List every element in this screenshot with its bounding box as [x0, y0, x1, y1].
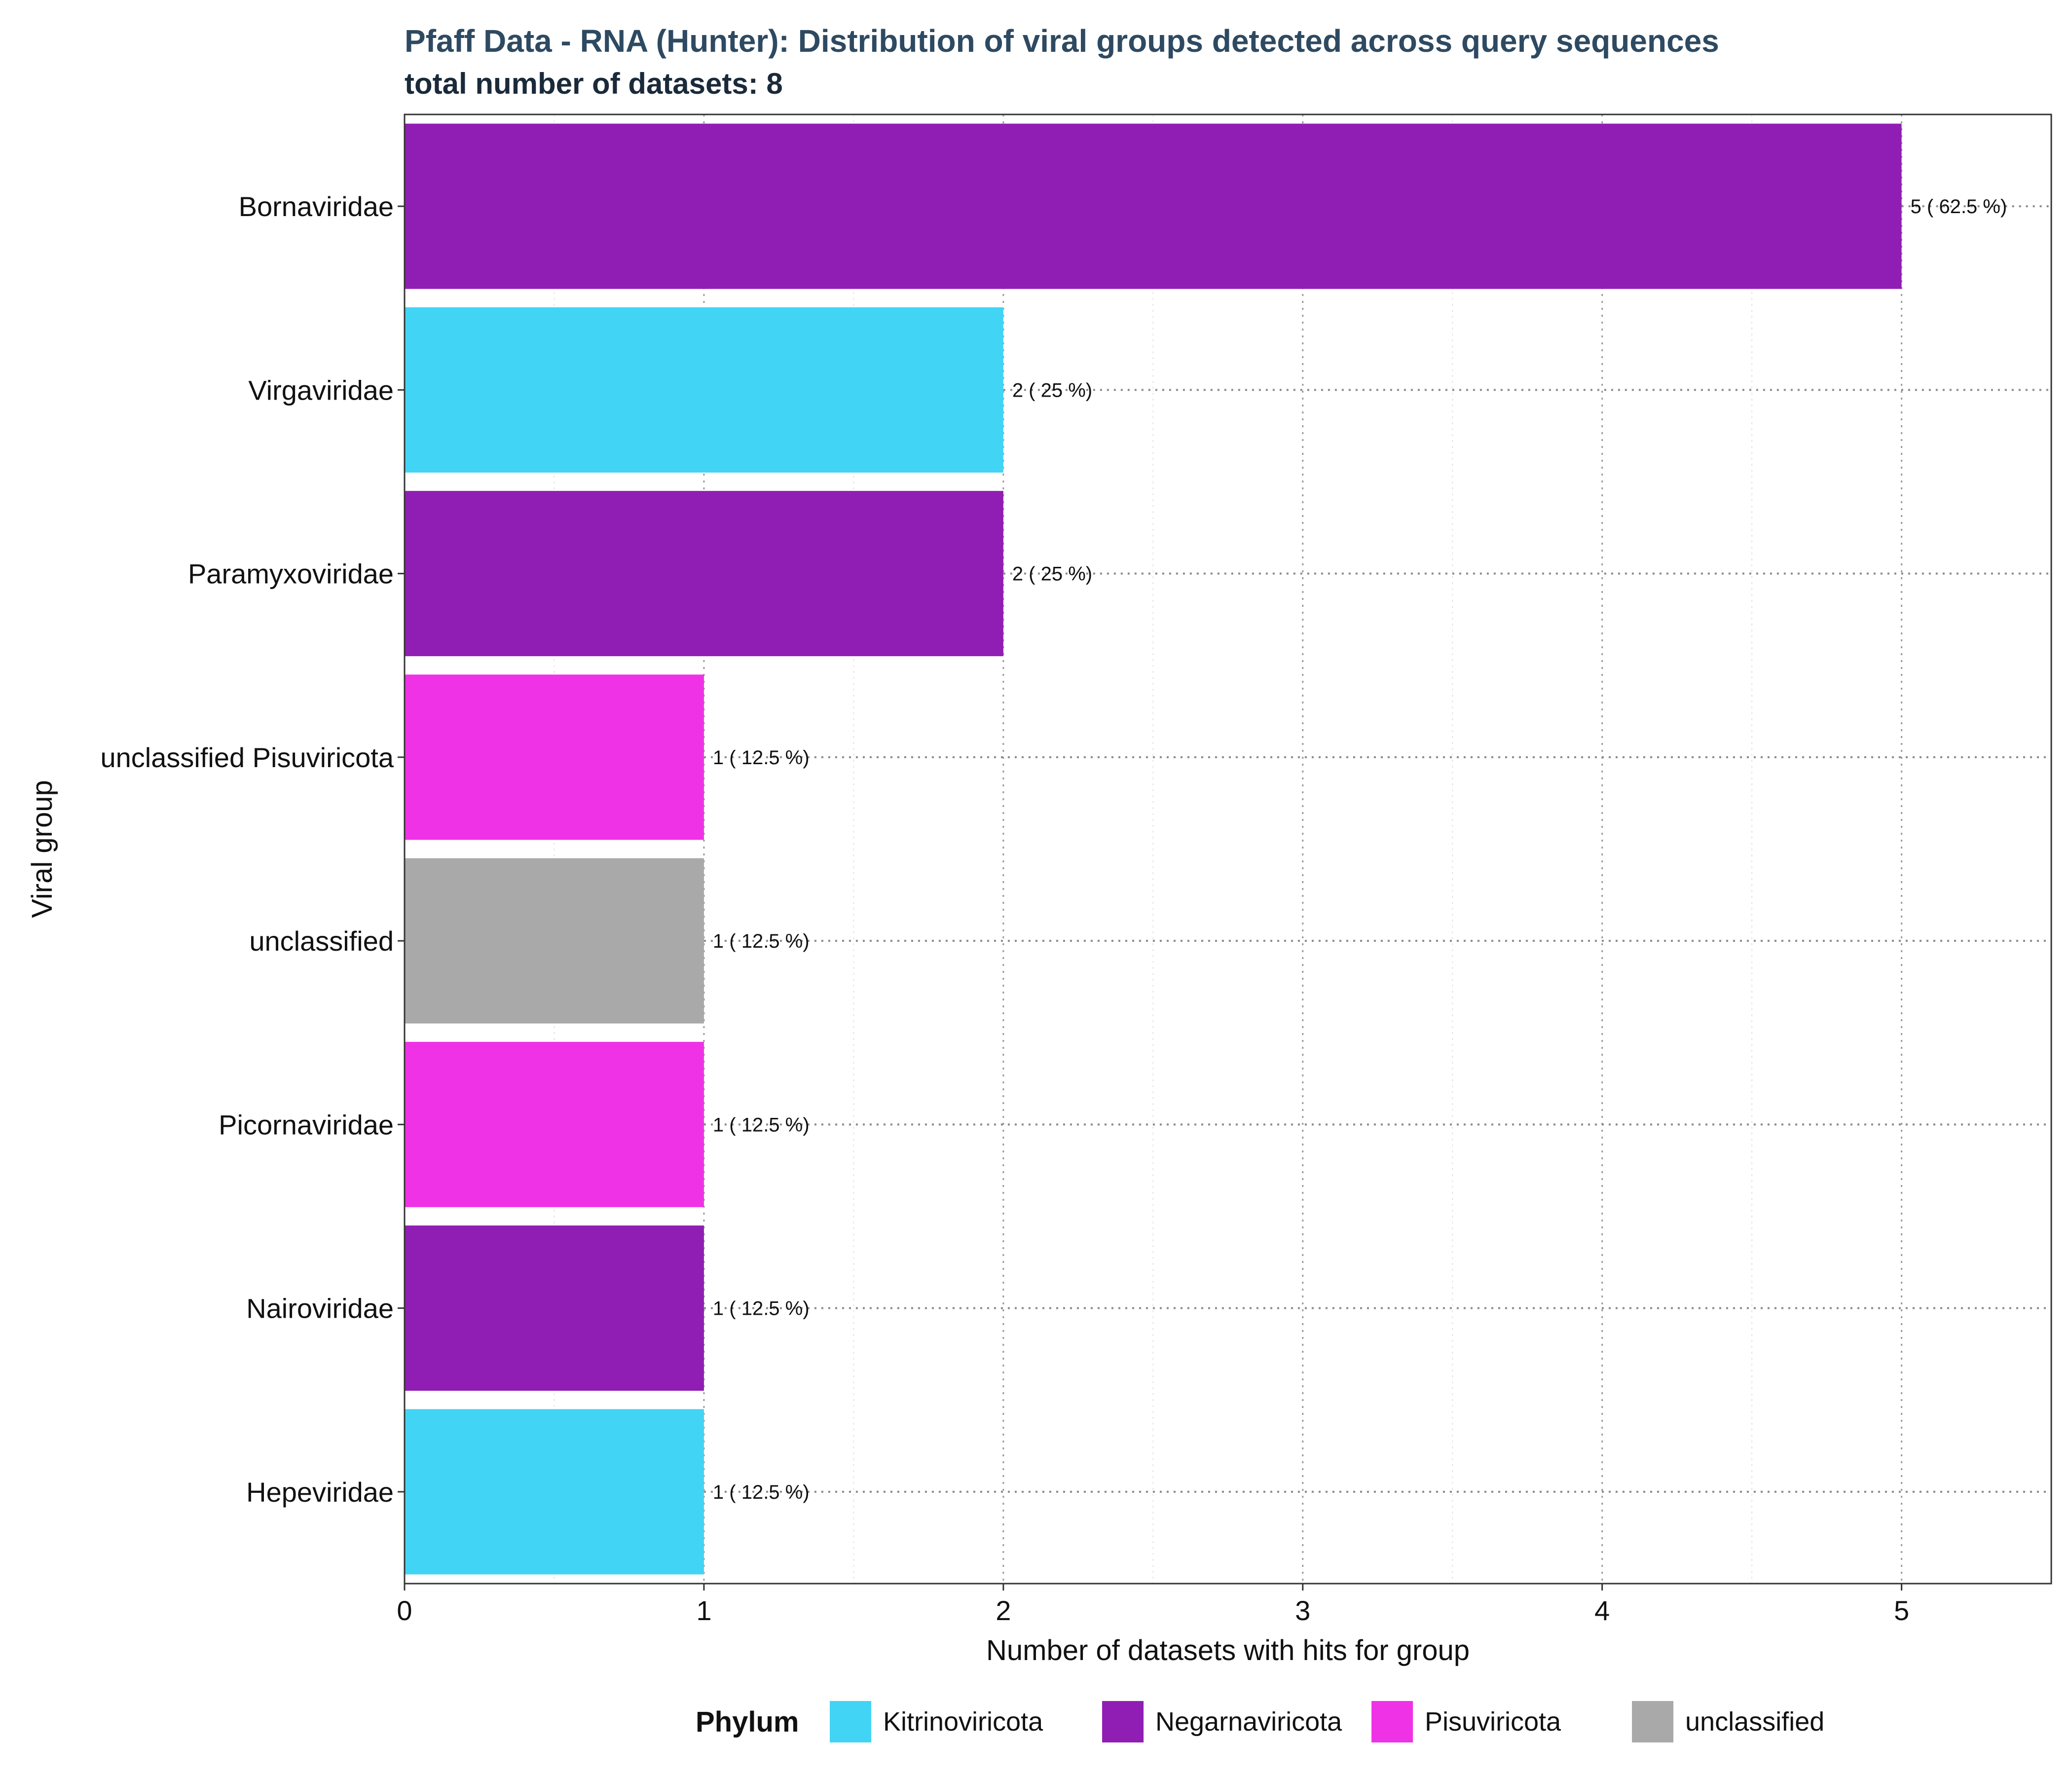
x-axis-title: Number of datasets with hits for group	[986, 1634, 1470, 1666]
x-tick-label: 0	[397, 1595, 412, 1626]
y-tick-label: Virgaviridae	[248, 374, 394, 406]
bar-value-label: 2 ( 25 %)	[1012, 379, 1092, 401]
y-tick-label: unclassified	[249, 925, 394, 957]
x-tick-label: 4	[1594, 1595, 1610, 1626]
legend: Phylum Kitrinoviricota Negarnaviricota Pis…	[696, 1701, 1824, 1742]
bar	[405, 1041, 704, 1207]
legend-key	[1371, 1701, 1413, 1742]
bar-value-label: 1 ( 12.5 %)	[713, 1481, 810, 1503]
y-tick-label: Hepeviridae	[246, 1477, 394, 1508]
y-tick-label: Picornaviridae	[219, 1109, 394, 1140]
legend-key	[1632, 1701, 1673, 1742]
bar	[405, 123, 1902, 289]
bar-value-label: 1 ( 12.5 %)	[713, 930, 810, 952]
bar	[405, 307, 1003, 473]
bar-value-label: 1 ( 12.5 %)	[713, 1114, 810, 1136]
chart-subtitle: total number of datasets: 8	[405, 67, 783, 100]
legend-label: Kitrinoviricota	[883, 1707, 1043, 1737]
bar	[405, 858, 704, 1024]
legend-key	[1102, 1701, 1144, 1742]
y-axis: Bornaviridae Virgaviridae Paramyxoviridae u…	[101, 191, 405, 1508]
chart-title: Pfaff Data - RNA (Hunter): Distribution …	[405, 23, 1719, 59]
x-tick-label: 2	[996, 1595, 1011, 1626]
y-axis-title: Viral group	[26, 780, 58, 918]
legend-title: Phylum	[696, 1706, 799, 1738]
bar	[405, 1225, 704, 1391]
legend-label: Pisuviricota	[1425, 1707, 1561, 1737]
legend-label: unclassified	[1685, 1707, 1824, 1737]
y-tick-label: Nairoviridae	[246, 1293, 394, 1324]
bar	[405, 491, 1003, 657]
bar-value-label: 5 ( 62.5 %)	[1911, 196, 2007, 218]
legend-label: Negarnaviricota	[1155, 1707, 1342, 1737]
bar-value-label: 1 ( 12.5 %)	[713, 747, 810, 769]
y-tick-label: Bornaviridae	[239, 191, 394, 222]
x-axis: 0 1 2 3 4 5	[397, 1584, 1909, 1626]
y-tick-label: Paramyxoviridae	[188, 558, 394, 590]
x-tick-label: 3	[1295, 1595, 1310, 1626]
x-tick-label: 5	[1894, 1595, 1909, 1626]
bar-labels-layer: 5 ( 62.5 %) 2 ( 25 %) 2 ( 25 %) 1 ( 12.5 %)…	[713, 196, 2007, 1503]
bars-layer	[405, 123, 1902, 1575]
legend-key	[830, 1701, 871, 1742]
bar-value-label: 2 ( 25 %)	[1012, 563, 1092, 585]
y-tick-label: unclassified Pisuviricota	[101, 742, 394, 773]
bar	[405, 1409, 704, 1575]
bar	[405, 674, 704, 840]
row-lines-layer	[703, 205, 2051, 1493]
x-tick-label: 1	[696, 1595, 711, 1626]
plot-panel-border	[404, 113, 2052, 1585]
bar-value-label: 1 ( 12.5 %)	[713, 1298, 810, 1320]
